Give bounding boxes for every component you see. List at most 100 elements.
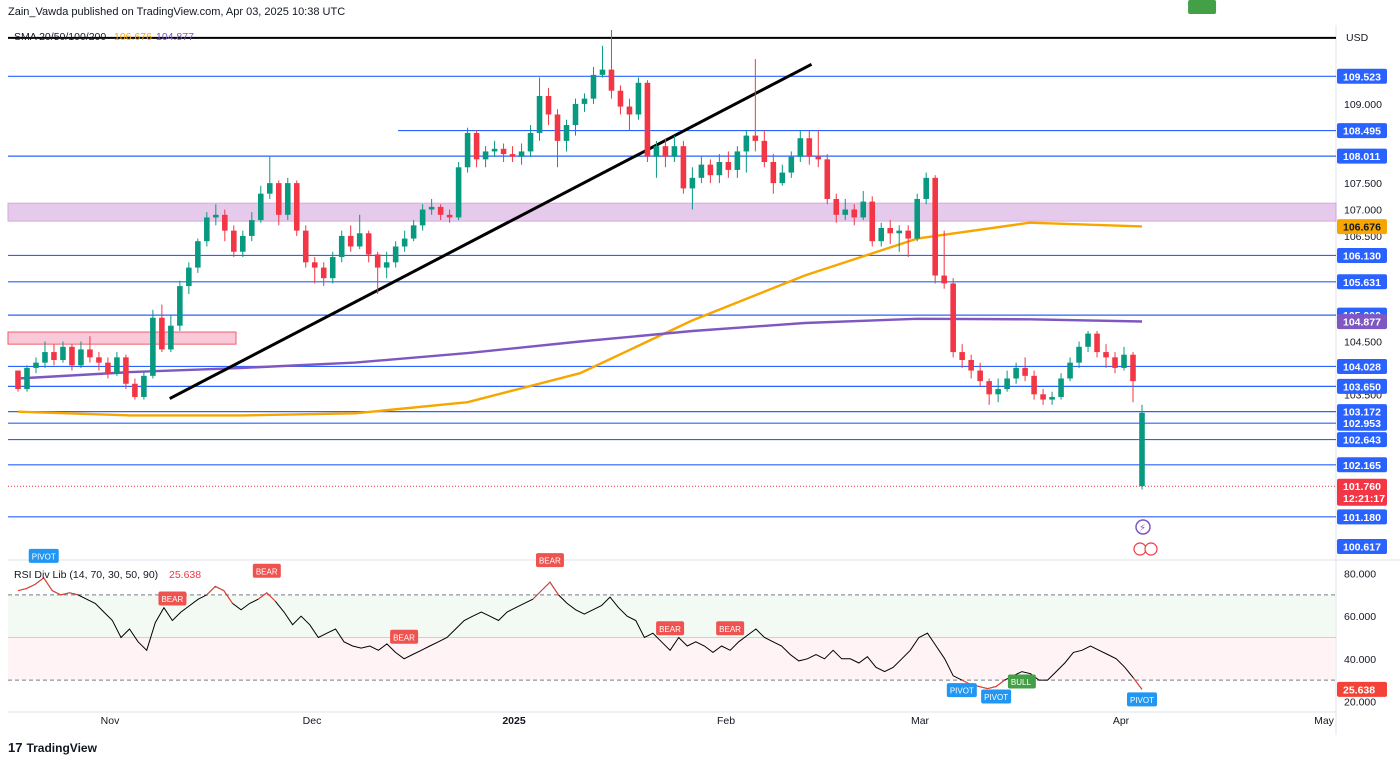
rsi-extreme-segment xyxy=(257,592,268,600)
price-tag: 102.953 xyxy=(1343,418,1381,430)
candle xyxy=(806,138,813,157)
candle xyxy=(572,103,579,126)
candle xyxy=(1004,378,1010,390)
candle xyxy=(410,225,417,239)
rsi-signal-label: PIVOT xyxy=(32,552,56,561)
candle xyxy=(356,233,363,247)
candle xyxy=(482,151,489,160)
candle xyxy=(617,90,624,107)
candle xyxy=(518,151,525,157)
candle xyxy=(266,183,273,194)
candle xyxy=(689,177,696,189)
rsi-extreme-segment xyxy=(17,588,27,592)
price-tag-bg xyxy=(1337,478,1387,494)
sma-purple-legend: 104.877 xyxy=(156,31,194,43)
candle xyxy=(959,352,965,360)
candle xyxy=(905,230,911,239)
rsi-extreme-segment xyxy=(43,577,53,591)
candle xyxy=(186,267,192,287)
price-tag: 106.130 xyxy=(1343,250,1381,262)
price-tag: 12:21:17 xyxy=(1343,493,1385,505)
rsi-extreme-segment xyxy=(266,592,276,602)
candle xyxy=(419,209,426,226)
footer-brand[interactable]: 17 TradingView xyxy=(8,740,97,755)
lightning-icon xyxy=(1135,519,1151,535)
rsi-signal-label: BEAR xyxy=(719,625,741,634)
candle xyxy=(1094,333,1100,353)
candle xyxy=(707,164,714,176)
candle xyxy=(347,235,354,247)
candle xyxy=(464,132,471,168)
candle xyxy=(320,267,327,279)
candle xyxy=(159,317,165,350)
candle xyxy=(455,167,462,218)
candle xyxy=(437,206,444,215)
candle xyxy=(383,262,390,268)
rsi-tick-label: 40.000 xyxy=(1344,654,1376,666)
time-tick-label: Feb xyxy=(717,715,735,727)
price-tick-label: 104.500 xyxy=(1344,337,1382,349)
candle xyxy=(509,154,516,157)
rsi-signal-label: BULL xyxy=(1011,678,1032,687)
candle xyxy=(1085,333,1091,347)
candle xyxy=(608,69,615,91)
price-tag-bg xyxy=(1337,358,1387,374)
candle xyxy=(1139,412,1145,487)
rsi-extreme-segment xyxy=(52,590,62,596)
rsi-signal-badge xyxy=(716,621,745,636)
candle xyxy=(374,254,381,268)
candle xyxy=(123,357,129,384)
candle xyxy=(788,156,795,173)
trendline xyxy=(169,62,813,400)
rsi-extreme-segment xyxy=(987,685,997,690)
price-tag-bg xyxy=(1337,457,1387,473)
candle xyxy=(293,183,300,231)
rsi-legend-value: 25.638 xyxy=(169,569,201,581)
price-tag-bg xyxy=(1337,509,1387,525)
candle xyxy=(590,74,597,99)
candle xyxy=(986,381,992,395)
candle xyxy=(941,275,947,284)
candle xyxy=(1058,378,1064,397)
price-tag: 108.495 xyxy=(1343,126,1381,138)
rsi-tick-label: 80.000 xyxy=(1344,569,1376,581)
price-tag-bg xyxy=(1337,539,1387,555)
candle xyxy=(977,370,983,382)
rsi-extreme-segment xyxy=(34,577,45,585)
lightning-icon-glyph: ⚡ xyxy=(1139,523,1146,534)
candle xyxy=(1031,375,1037,395)
sma-yellow-legend: 106.676 xyxy=(114,31,152,43)
candle xyxy=(60,346,66,360)
rsi-signal-label: BEAR xyxy=(659,625,681,634)
footer-brand-label: TradingView xyxy=(26,740,97,755)
rsi-extreme-segment xyxy=(1133,677,1143,690)
candle xyxy=(1040,394,1046,400)
price-tag: 101.760 xyxy=(1343,481,1381,493)
candle xyxy=(24,367,30,390)
candle xyxy=(698,164,705,178)
candle xyxy=(401,238,408,247)
candle xyxy=(392,246,399,263)
candle xyxy=(132,383,138,397)
candle xyxy=(1067,362,1073,379)
candle xyxy=(581,98,588,104)
candle xyxy=(797,138,804,157)
candle xyxy=(1049,396,1055,400)
rsi-signal-badge xyxy=(946,683,977,698)
price-tag: 105.631 xyxy=(1343,277,1381,289)
rsi-signal-badge xyxy=(1188,0,1217,14)
rsi-signal-label: PIVOT xyxy=(950,687,974,696)
candle xyxy=(536,96,543,133)
rsi-line xyxy=(17,577,1143,690)
candle xyxy=(15,370,21,390)
price-tag: 103.172 xyxy=(1343,407,1381,419)
price-tag: 104.028 xyxy=(1343,361,1381,373)
candle xyxy=(365,233,372,255)
rsi-extreme-segment xyxy=(26,583,36,589)
candle xyxy=(141,375,147,397)
candle xyxy=(887,228,894,234)
candle xyxy=(716,162,723,176)
rsi-signal-label: BEAR xyxy=(256,567,278,576)
price-tag-bg xyxy=(1337,247,1387,263)
